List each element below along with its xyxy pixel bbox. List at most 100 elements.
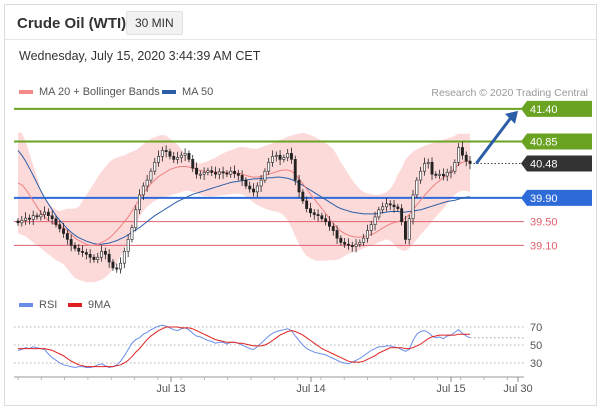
candle <box>400 208 404 223</box>
ma20-line <box>17 160 470 246</box>
candle <box>73 245 77 249</box>
candle <box>65 233 69 240</box>
price-tag <box>521 100 592 117</box>
candle <box>335 230 339 239</box>
price-tag <box>521 133 592 150</box>
candle <box>62 228 66 234</box>
candle <box>168 151 172 157</box>
candle <box>134 209 138 228</box>
ma20-legend-label: MA 20 + Bollinger Bands <box>39 86 160 98</box>
candle <box>301 191 305 202</box>
candle <box>160 150 164 157</box>
candle <box>191 159 195 169</box>
candle <box>312 212 316 215</box>
candle <box>305 200 309 209</box>
candle <box>441 173 445 177</box>
candle <box>403 221 407 240</box>
candle <box>164 150 168 152</box>
candle <box>419 170 423 181</box>
candle <box>365 230 369 239</box>
candle <box>267 162 271 172</box>
candle <box>278 154 282 160</box>
price-tag-label: 39.10 <box>530 240 558 252</box>
candle <box>233 170 236 174</box>
candle <box>320 215 324 219</box>
candle <box>149 170 153 181</box>
candle <box>111 261 115 269</box>
candle <box>77 248 81 252</box>
candle <box>157 156 160 163</box>
legend-ma50: MA 50 <box>162 86 213 98</box>
candle <box>138 194 141 210</box>
candle <box>457 147 461 163</box>
candle <box>453 162 457 172</box>
candle <box>221 171 225 174</box>
price-tag-label: 39.90 <box>530 193 558 205</box>
candle <box>259 179 263 187</box>
price-tag-label: 41.40 <box>530 104 558 116</box>
candle <box>179 154 183 158</box>
candle <box>343 242 347 245</box>
candle <box>122 251 126 264</box>
candle <box>270 156 274 163</box>
candle <box>396 206 400 209</box>
candle <box>214 172 217 175</box>
candle <box>81 251 85 253</box>
candle <box>69 239 73 246</box>
candle <box>286 153 290 158</box>
candle <box>126 239 130 252</box>
candle <box>119 262 123 270</box>
timeframe-button[interactable]: 30 MIN <box>126 11 183 35</box>
forecast-arrowhead <box>505 110 518 124</box>
candle <box>255 185 259 193</box>
candle <box>282 157 286 160</box>
candle <box>84 252 88 255</box>
candle <box>252 188 255 193</box>
candle <box>426 162 430 164</box>
candle <box>358 242 362 245</box>
candle <box>35 215 39 218</box>
candle <box>153 162 157 172</box>
candle <box>377 209 381 218</box>
candle <box>308 208 312 214</box>
candle <box>274 154 278 157</box>
candle <box>24 217 28 221</box>
candle <box>187 153 191 160</box>
price-tag-label: 40.48 <box>530 158 558 170</box>
price-tag <box>521 189 592 206</box>
candle <box>54 218 58 225</box>
candle <box>415 179 419 196</box>
candle <box>236 173 240 176</box>
candle <box>206 170 210 173</box>
candle <box>354 243 358 247</box>
candle <box>438 173 442 176</box>
rsi-tick-label: 70 <box>530 322 542 334</box>
ma20-swatch <box>19 90 33 94</box>
candle <box>369 224 373 231</box>
ma9-legend-label: 9MA <box>88 299 111 311</box>
candle <box>16 220 20 224</box>
price-tag <box>521 155 592 172</box>
candle <box>350 245 354 247</box>
candle <box>434 173 438 176</box>
rsi-line <box>17 324 471 369</box>
ma50-legend-label: MA 50 <box>182 86 214 98</box>
candle <box>324 218 328 222</box>
candle <box>229 170 233 175</box>
candle <box>88 254 92 258</box>
candle <box>183 153 187 156</box>
candle <box>263 170 267 181</box>
datetime-label: Wednesday, July 15, 2020 3:44:39 AM CET <box>19 49 261 63</box>
candle <box>346 243 350 246</box>
legend-rsi: RSI <box>19 299 57 311</box>
candle <box>293 159 297 181</box>
candle <box>422 163 426 172</box>
price-tag-label: 40.85 <box>530 137 558 149</box>
header-bar: Crude Oil (WTI) 30 MIN <box>5 5 596 40</box>
candle <box>27 217 31 220</box>
instrument-title: Crude Oil (WTI) <box>17 15 127 32</box>
candle <box>50 215 54 219</box>
candle <box>100 251 104 258</box>
candle <box>460 147 464 156</box>
